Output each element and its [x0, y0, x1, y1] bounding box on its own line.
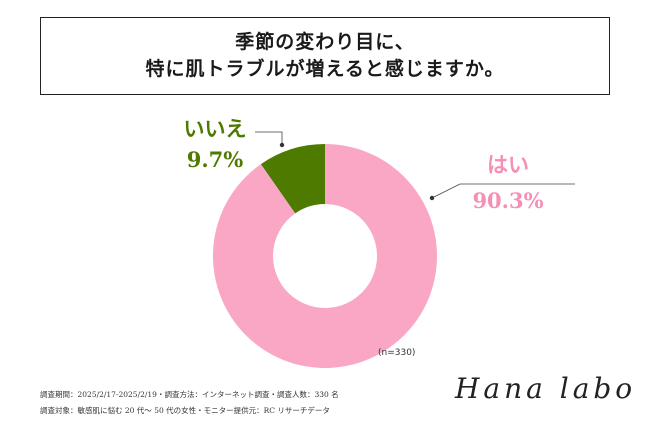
footnote-survey-period: 調査期間：2025/2/17-2025/2/19・調査方法：インターネット調査・…: [40, 390, 339, 399]
slice-0: [212, 144, 437, 369]
slice-label-0: はい: [487, 152, 529, 177]
leader-line-0: [431, 183, 575, 199]
sample-size-label: (n=330): [378, 348, 415, 358]
slice-value-1: 9.7%: [187, 147, 244, 172]
title-line-2: 特に肌トラブルが増えると感じますか。: [145, 58, 505, 80]
leader-line-1: [255, 131, 283, 145]
slice-value-0: 90.3%: [472, 188, 543, 213]
leader-dot-0: [429, 195, 435, 201]
leader-dot-1: [279, 142, 285, 148]
title-line-1: 季節の変わり目に、: [235, 31, 415, 53]
slice-label-1: いいえ: [184, 116, 247, 141]
title-box: 季節の変わり目に、 特に肌トラブルが増えると感じますか。: [40, 17, 610, 95]
footnote-survey-target: 調査対象：敏感肌に悩む 20 代〜 50 代の女性・モニター提供元：RC リサー…: [40, 406, 330, 415]
slice-1: [260, 144, 325, 214]
hana-labo-logo: Hana labo: [455, 372, 637, 405]
